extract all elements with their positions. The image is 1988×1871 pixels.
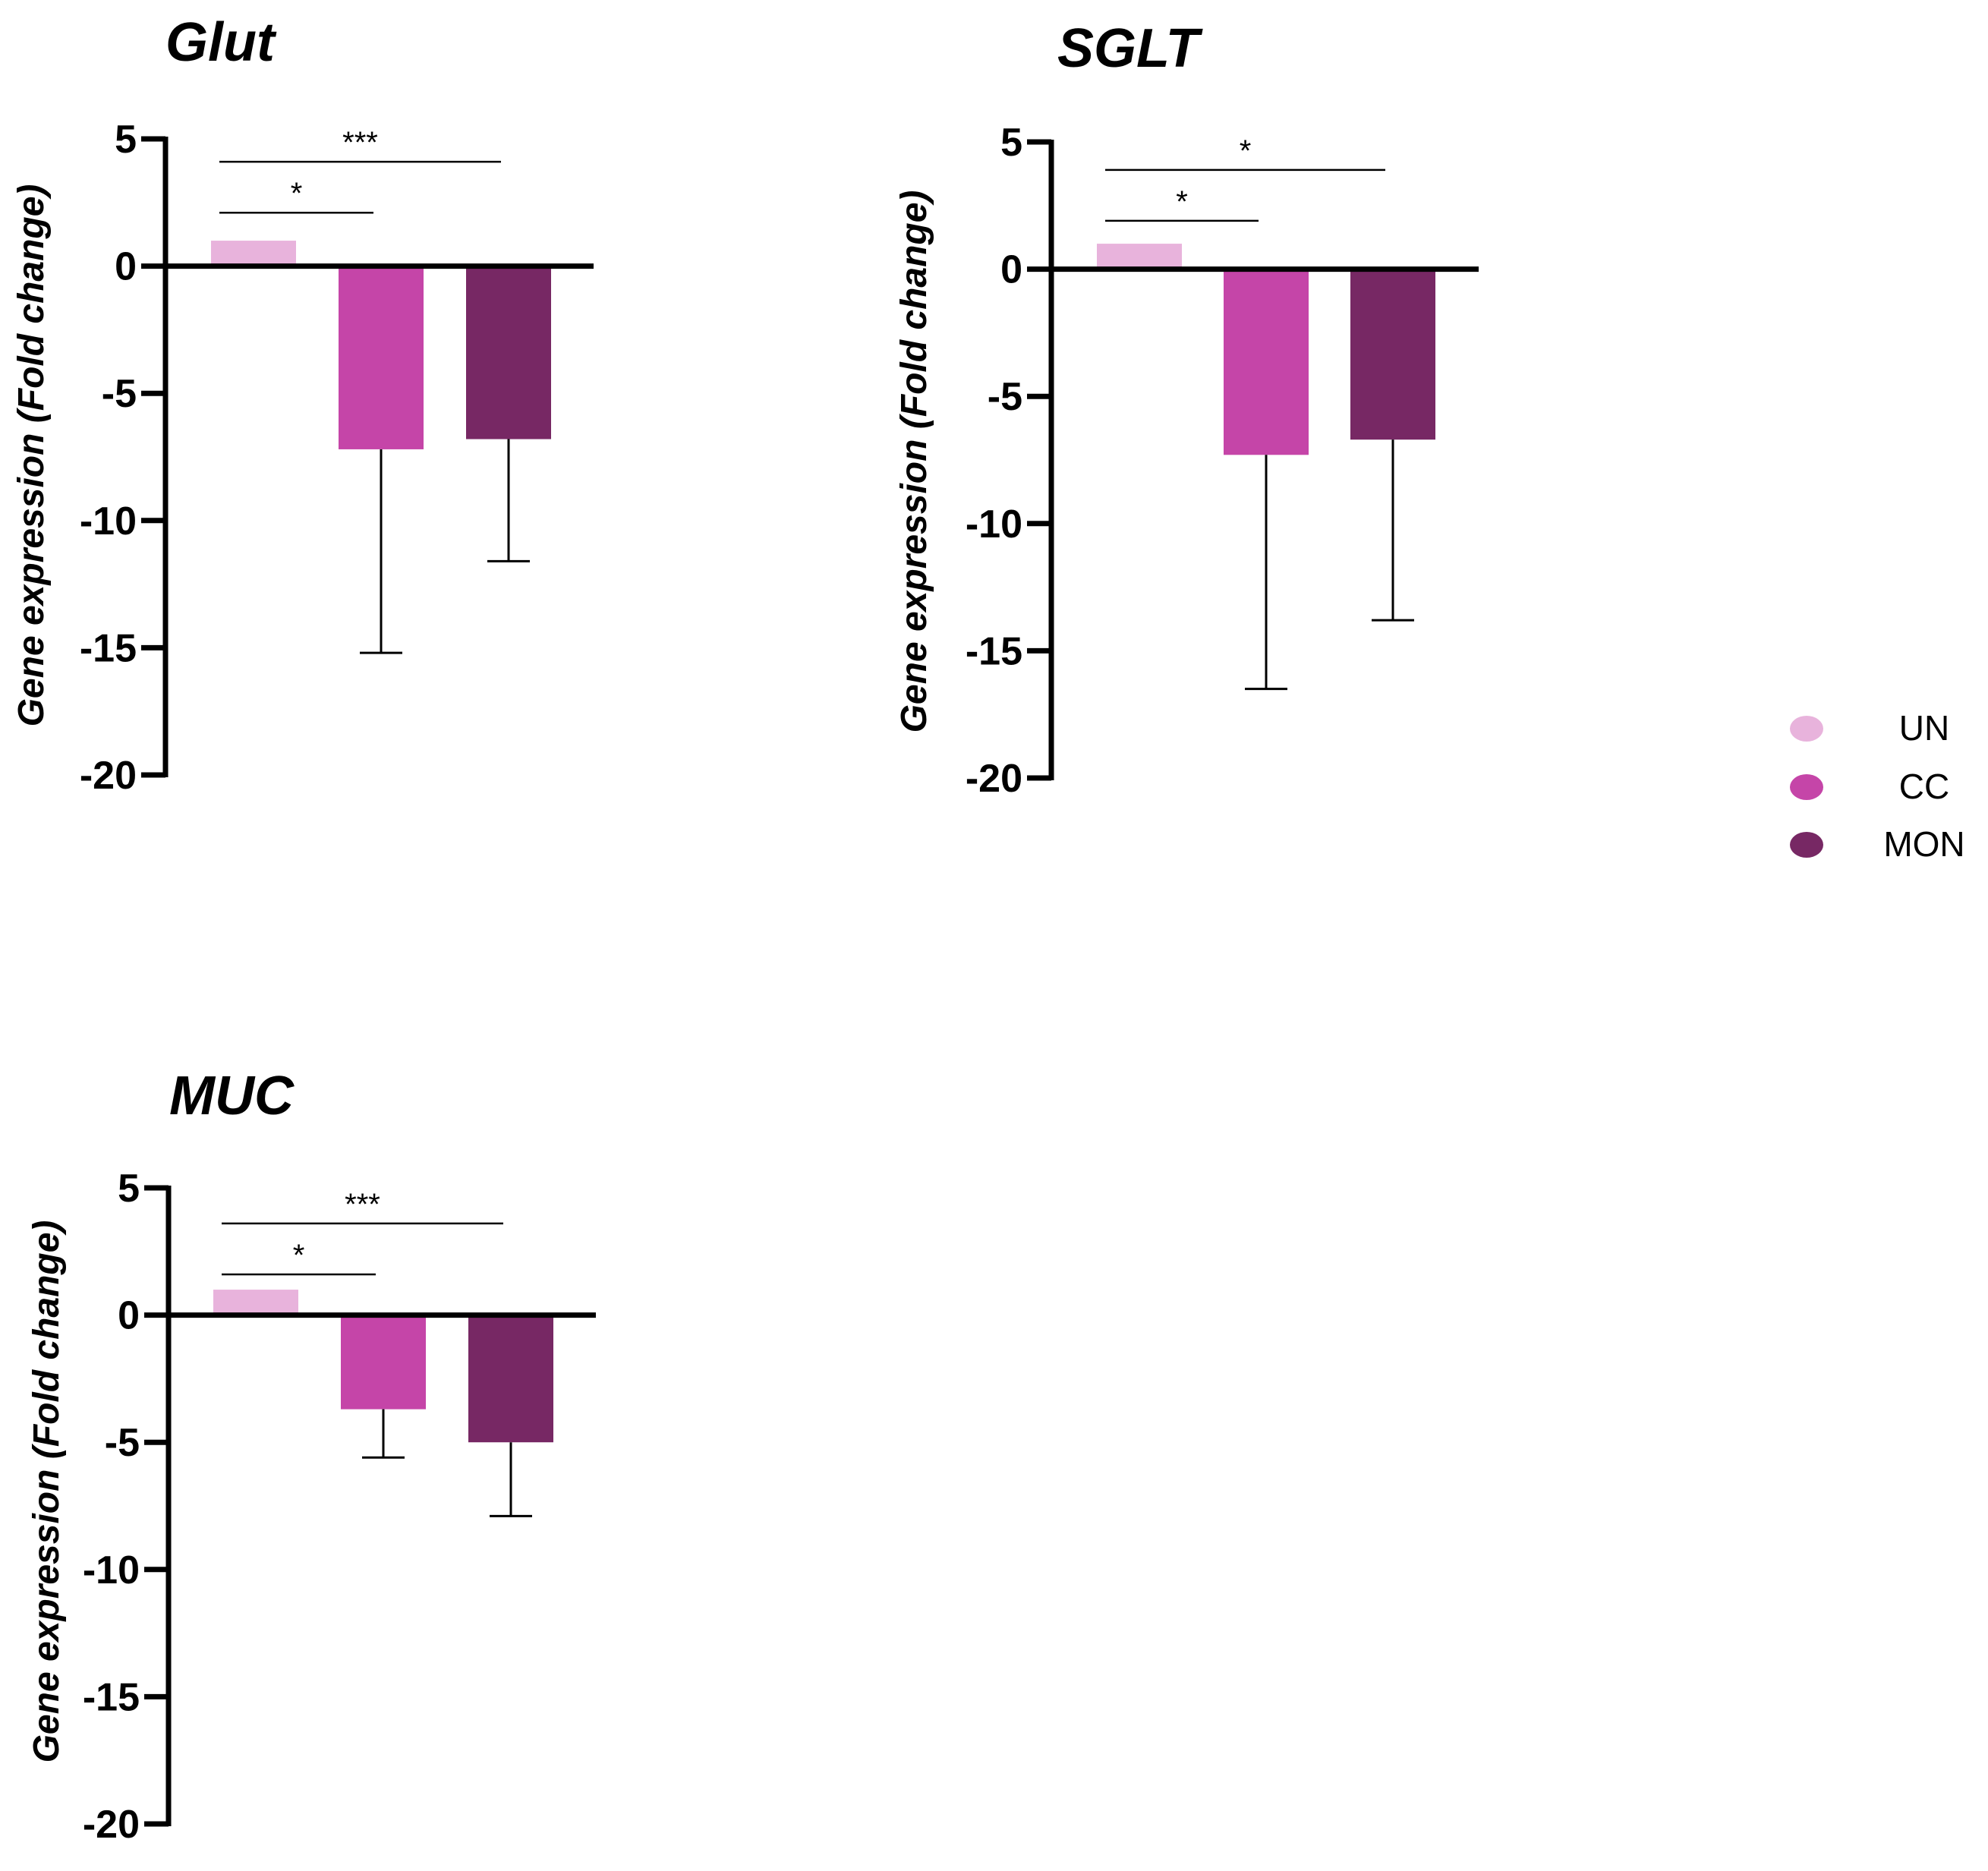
legend-label: CC	[1899, 767, 1949, 806]
significance-label: *	[293, 1239, 305, 1272]
bar-cc	[339, 266, 424, 449]
legend-swatch-cc	[1790, 774, 1823, 800]
bar-un	[211, 241, 296, 266]
panel-sglt: SGLT Gene expression (Fold change) 5 0 -5 -…	[894, 18, 1479, 801]
y-tick-label: 5	[1000, 121, 1022, 165]
y-tick-label: -20	[966, 757, 1022, 801]
legend: UN CC MON	[1790, 708, 1965, 864]
y-axis-label: Gene expression (Fold change)	[27, 1221, 67, 1763]
legend-swatch-un	[1790, 716, 1823, 742]
bar-mon	[1350, 269, 1435, 440]
significance-label: *	[1176, 185, 1188, 219]
y-tick-label: 0	[1000, 248, 1022, 292]
y-tick-label: -5	[102, 372, 137, 416]
y-tick-label: 5	[115, 118, 137, 162]
bar-mon	[468, 1315, 553, 1443]
legend-label: UN	[1899, 708, 1949, 748]
panel-title: SGLT	[1057, 18, 1204, 79]
y-tick-label: -15	[966, 629, 1022, 673]
significance-label: ***	[345, 1188, 380, 1221]
y-tick-label: 0	[115, 245, 137, 289]
y-tick-label: -5	[105, 1421, 140, 1465]
bar-cc	[1224, 269, 1309, 455]
legend-item-mon: MON	[1790, 824, 1965, 864]
legend-item-cc: CC	[1790, 767, 1949, 806]
bar-cc	[341, 1315, 426, 1410]
significance-label: ***	[342, 126, 378, 159]
bar-un	[213, 1290, 298, 1315]
legend-swatch-mon	[1790, 832, 1823, 858]
panel-title: MUC	[169, 1066, 295, 1126]
plot-area: 5 0 -5 -10 -15 -20 * *	[966, 121, 1479, 801]
y-tick-label: -15	[80, 626, 137, 670]
y-axis-label: Gene expression (Fold change)	[894, 191, 934, 733]
panel-glut: Glut Gene expression (Fold change) 5 0 -5 -…	[11, 12, 594, 798]
legend-item-un: UN	[1790, 708, 1949, 748]
significance-label: *	[291, 177, 303, 210]
y-tick-label: -5	[988, 375, 1022, 419]
y-tick-label: -10	[966, 502, 1022, 546]
y-tick-label: -10	[80, 499, 137, 543]
significance-label: *	[1240, 134, 1252, 168]
y-tick-label: -20	[80, 754, 137, 798]
panel-muc: MUC Gene expression (Fold change) 5 0 -5 -1…	[27, 1066, 596, 1847]
legend-label: MON	[1883, 824, 1964, 864]
panel-title: Glut	[165, 12, 277, 73]
bar-mon	[466, 266, 551, 439]
plot-area: 50-5-10-15-20****	[80, 118, 594, 798]
y-tick-label: -15	[83, 1675, 140, 1719]
y-axis-label: Gene expression (Fold change)	[11, 184, 52, 727]
y-tick-label: -10	[83, 1548, 140, 1592]
bar-un	[1097, 244, 1182, 269]
plot-area: 50-5-10-15-20****	[83, 1167, 596, 1847]
y-tick-label: 5	[118, 1167, 140, 1211]
y-tick-label: 0	[118, 1294, 140, 1338]
y-tick-label: -20	[83, 1803, 140, 1847]
